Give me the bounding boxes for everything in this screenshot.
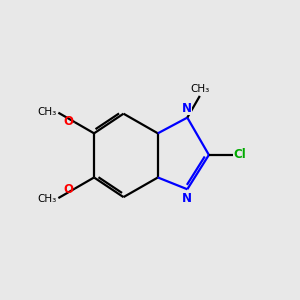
Text: CH₃: CH₃ <box>190 85 209 94</box>
Text: N: N <box>182 192 192 205</box>
Text: O: O <box>64 183 74 196</box>
Text: CH₃: CH₃ <box>37 107 57 117</box>
Text: Cl: Cl <box>234 148 246 161</box>
Text: CH₃: CH₃ <box>37 194 57 204</box>
Text: O: O <box>64 115 74 128</box>
Text: N: N <box>182 102 192 115</box>
